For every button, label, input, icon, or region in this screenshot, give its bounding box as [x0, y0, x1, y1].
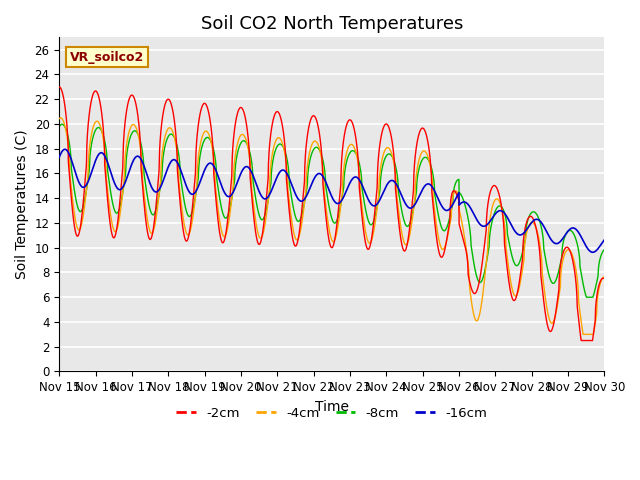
Legend: -2cm, -4cm, -8cm, -16cm: -2cm, -4cm, -8cm, -16cm [171, 401, 493, 425]
X-axis label: Time: Time [315, 400, 349, 414]
Y-axis label: Soil Temperatures (C): Soil Temperatures (C) [15, 130, 29, 279]
Text: VR_soilco2: VR_soilco2 [70, 51, 145, 64]
Title: Soil CO2 North Temperatures: Soil CO2 North Temperatures [200, 15, 463, 33]
